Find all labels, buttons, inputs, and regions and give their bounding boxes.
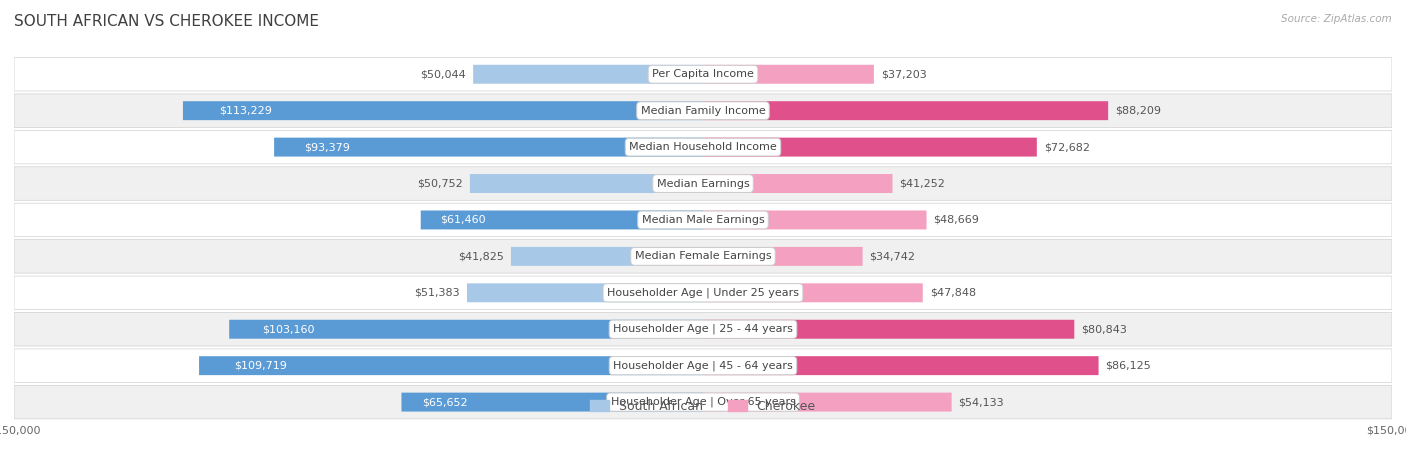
FancyBboxPatch shape bbox=[510, 247, 703, 266]
FancyBboxPatch shape bbox=[200, 356, 703, 375]
Text: SOUTH AFRICAN VS CHEROKEE INCOME: SOUTH AFRICAN VS CHEROKEE INCOME bbox=[14, 14, 319, 29]
FancyBboxPatch shape bbox=[14, 312, 1392, 346]
Text: Householder Age | Under 25 years: Householder Age | Under 25 years bbox=[607, 288, 799, 298]
FancyBboxPatch shape bbox=[467, 283, 703, 302]
Text: Median Male Earnings: Median Male Earnings bbox=[641, 215, 765, 225]
FancyBboxPatch shape bbox=[14, 130, 1392, 164]
FancyBboxPatch shape bbox=[703, 247, 862, 266]
FancyBboxPatch shape bbox=[703, 283, 922, 302]
Text: $51,383: $51,383 bbox=[415, 288, 460, 298]
Text: $50,752: $50,752 bbox=[418, 178, 463, 189]
Text: $88,209: $88,209 bbox=[1115, 106, 1161, 116]
Text: Median Household Income: Median Household Income bbox=[628, 142, 778, 152]
Text: $113,229: $113,229 bbox=[219, 106, 273, 116]
Text: $65,652: $65,652 bbox=[423, 397, 468, 407]
FancyBboxPatch shape bbox=[14, 167, 1392, 200]
Text: Source: ZipAtlas.com: Source: ZipAtlas.com bbox=[1281, 14, 1392, 24]
Text: Median Earnings: Median Earnings bbox=[657, 178, 749, 189]
FancyBboxPatch shape bbox=[703, 65, 875, 84]
FancyBboxPatch shape bbox=[470, 174, 703, 193]
Text: $41,252: $41,252 bbox=[900, 178, 945, 189]
Text: Median Female Earnings: Median Female Earnings bbox=[634, 251, 772, 262]
FancyBboxPatch shape bbox=[14, 203, 1392, 237]
Text: $72,682: $72,682 bbox=[1043, 142, 1090, 152]
FancyBboxPatch shape bbox=[229, 320, 703, 339]
FancyBboxPatch shape bbox=[703, 393, 952, 411]
FancyBboxPatch shape bbox=[703, 101, 1108, 120]
FancyBboxPatch shape bbox=[274, 138, 703, 156]
FancyBboxPatch shape bbox=[402, 393, 703, 411]
Text: $47,848: $47,848 bbox=[929, 288, 976, 298]
FancyBboxPatch shape bbox=[703, 356, 1098, 375]
Text: Per Capita Income: Per Capita Income bbox=[652, 69, 754, 79]
FancyBboxPatch shape bbox=[420, 211, 703, 229]
Text: $109,719: $109,719 bbox=[235, 361, 287, 371]
Text: Median Family Income: Median Family Income bbox=[641, 106, 765, 116]
Text: $54,133: $54,133 bbox=[959, 397, 1004, 407]
FancyBboxPatch shape bbox=[14, 57, 1392, 91]
Text: $50,044: $50,044 bbox=[420, 69, 467, 79]
FancyBboxPatch shape bbox=[703, 138, 1036, 156]
FancyBboxPatch shape bbox=[703, 174, 893, 193]
Text: $37,203: $37,203 bbox=[880, 69, 927, 79]
Text: $34,742: $34,742 bbox=[869, 251, 915, 262]
FancyBboxPatch shape bbox=[14, 349, 1392, 382]
FancyBboxPatch shape bbox=[703, 320, 1074, 339]
Text: $48,669: $48,669 bbox=[934, 215, 980, 225]
Text: Householder Age | 45 - 64 years: Householder Age | 45 - 64 years bbox=[613, 361, 793, 371]
FancyBboxPatch shape bbox=[474, 65, 703, 84]
Text: Householder Age | Over 65 years: Householder Age | Over 65 years bbox=[610, 397, 796, 407]
Text: $86,125: $86,125 bbox=[1105, 361, 1152, 371]
Text: $41,825: $41,825 bbox=[458, 251, 503, 262]
FancyBboxPatch shape bbox=[14, 276, 1392, 310]
FancyBboxPatch shape bbox=[14, 385, 1392, 419]
Text: Householder Age | 25 - 44 years: Householder Age | 25 - 44 years bbox=[613, 324, 793, 334]
FancyBboxPatch shape bbox=[183, 101, 703, 120]
Text: $103,160: $103,160 bbox=[263, 324, 315, 334]
Text: $80,843: $80,843 bbox=[1081, 324, 1128, 334]
FancyBboxPatch shape bbox=[14, 94, 1392, 127]
FancyBboxPatch shape bbox=[703, 211, 927, 229]
Text: $93,379: $93,379 bbox=[304, 142, 350, 152]
Legend: South African, Cherokee: South African, Cherokee bbox=[585, 395, 821, 417]
Text: $61,460: $61,460 bbox=[440, 215, 486, 225]
FancyBboxPatch shape bbox=[14, 240, 1392, 273]
